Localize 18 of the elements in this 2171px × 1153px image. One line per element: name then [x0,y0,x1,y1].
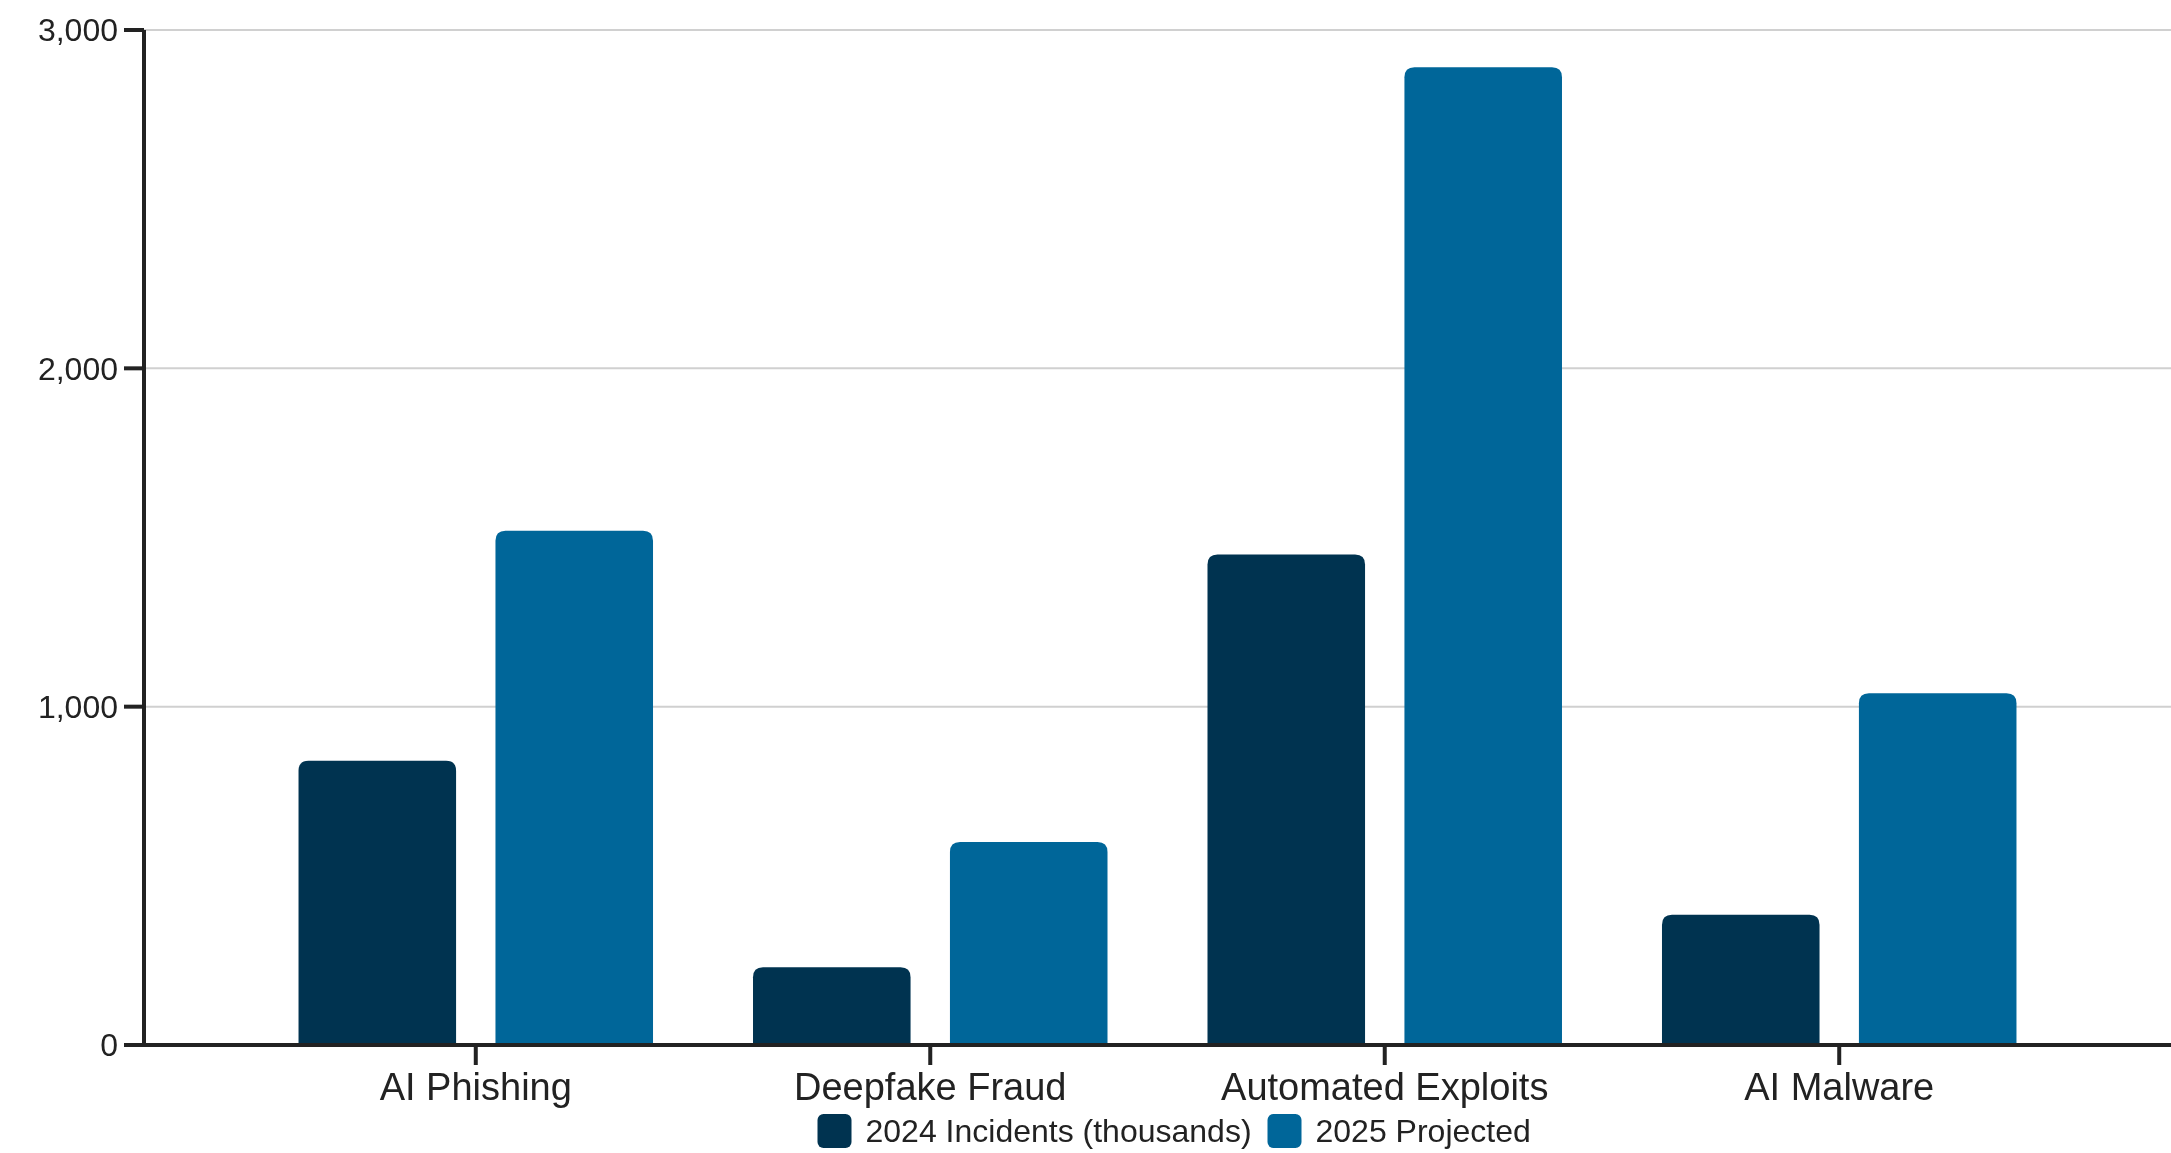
y-tick-label: 0 [100,1027,118,1064]
x-tick-label: Deepfake Fraud [794,1066,1067,1108]
y-tick-label: 2,000 [37,350,118,387]
bar [1404,67,1562,1045]
x-tick-label: Automated Exploits [1221,1066,1549,1108]
bar [298,760,457,1045]
bar [495,530,654,1045]
y-tick-label: 3,000 [37,12,118,49]
bar [1858,693,2017,1045]
bar [1207,554,1366,1045]
bar [1661,914,1820,1045]
x-tick-label: AI Malware [1744,1066,1935,1108]
bar [949,842,1108,1045]
legend-label: 2024 Incidents (thousands) [865,1113,1252,1150]
y-tick-label: 1,000 [37,688,118,725]
bar [753,967,911,1045]
x-tick-label: AI Phishing [379,1066,572,1108]
legend-label: 2025 Projected [1315,1113,1531,1150]
